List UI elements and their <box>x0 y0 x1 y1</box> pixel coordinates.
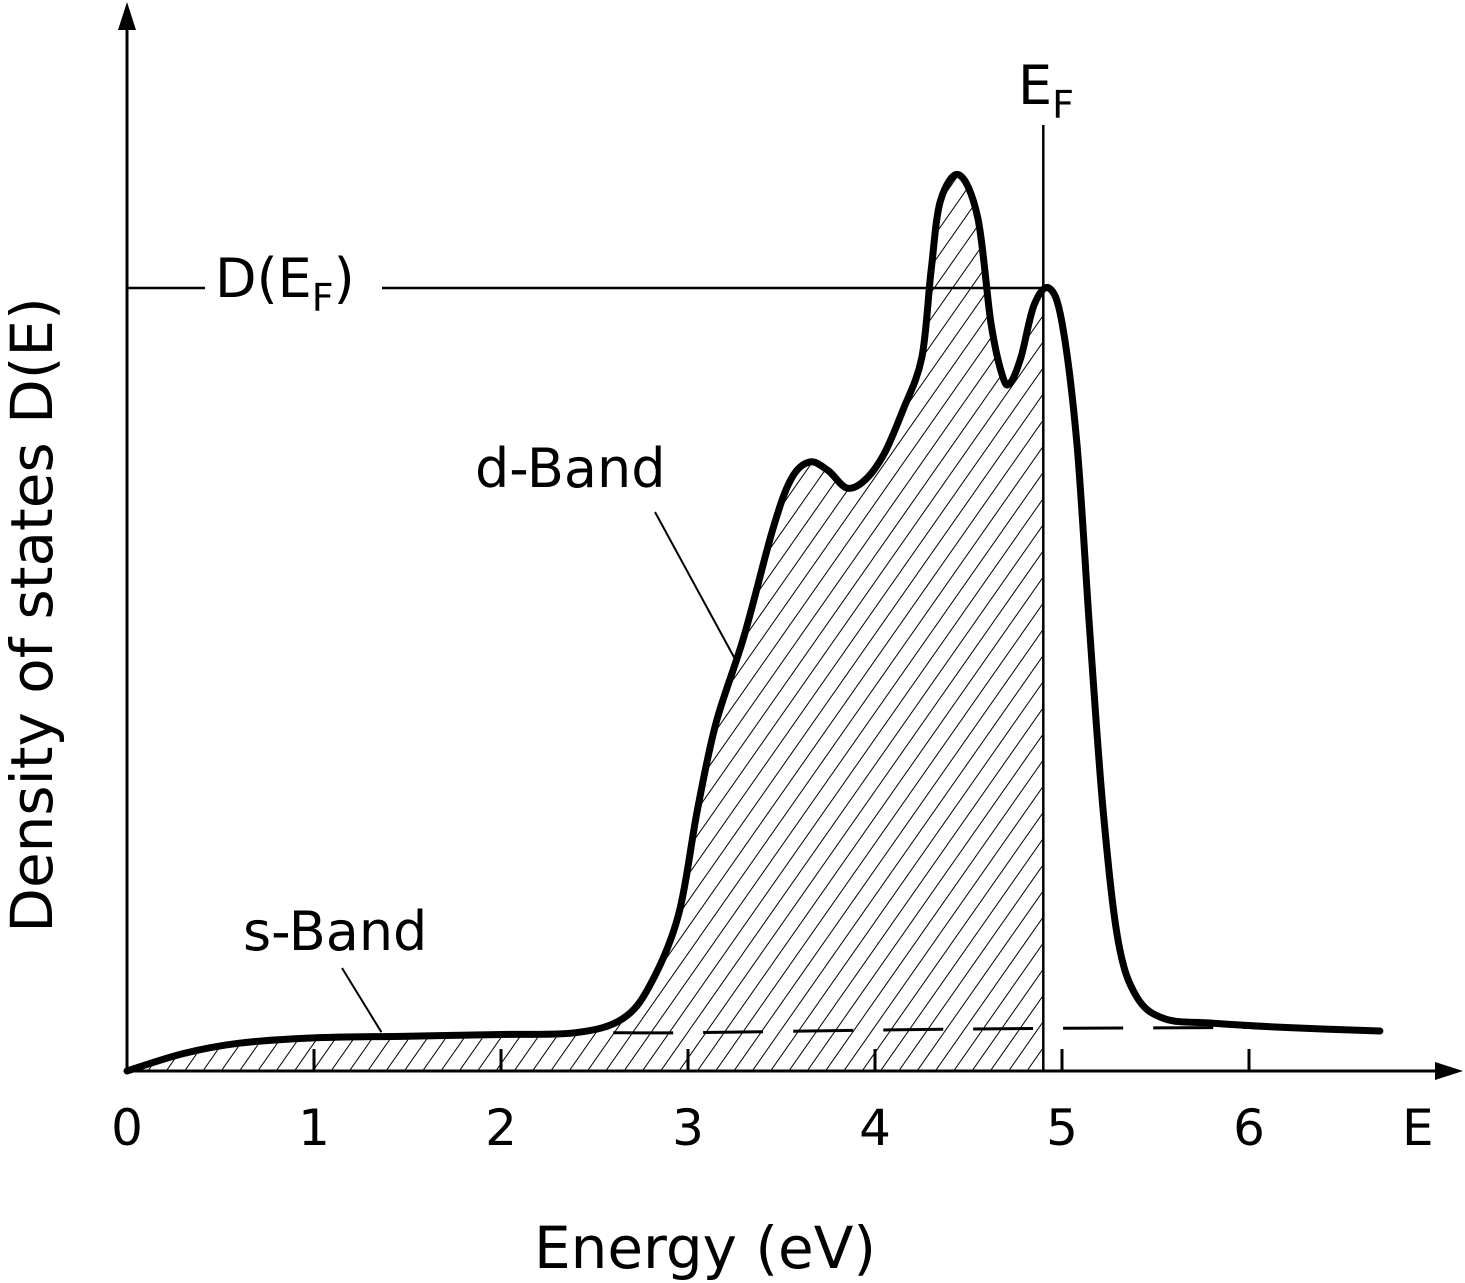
d-band-leader-line <box>654 511 737 662</box>
x-tick-label-6: 6 <box>1233 1099 1265 1157</box>
d-band-label: d-Band <box>475 437 665 500</box>
x-axis-end-label: E <box>1402 1099 1434 1157</box>
x-tick-label-0: 0 <box>111 1099 143 1157</box>
x-tick-labels: 0 1 2 3 4 5 6 <box>111 1099 1265 1157</box>
x-tick-label-2: 2 <box>485 1099 517 1157</box>
x-tick-label-5: 5 <box>1046 1099 1078 1157</box>
x-axis-title: Energy (eV) <box>534 1214 876 1282</box>
dos-curve <box>123 171 1384 1075</box>
s-band-label: s-Band <box>243 900 427 963</box>
y-axis-title: Density of states D(E) <box>0 297 66 932</box>
x-axis-arrow <box>1435 1062 1463 1080</box>
x-tick-label-1: 1 <box>298 1099 330 1157</box>
s-band-leader-line <box>341 967 383 1033</box>
y-axis-arrow <box>118 2 136 30</box>
fermi-label: EF <box>1018 54 1074 127</box>
s-band-level-line <box>613 1026 1250 1035</box>
dos-at-fermi-label: D(EF) <box>215 247 355 320</box>
x-tick-label-3: 3 <box>672 1099 704 1157</box>
occupied-states-fill <box>127 174 1044 1071</box>
x-tick-label-4: 4 <box>859 1099 891 1157</box>
